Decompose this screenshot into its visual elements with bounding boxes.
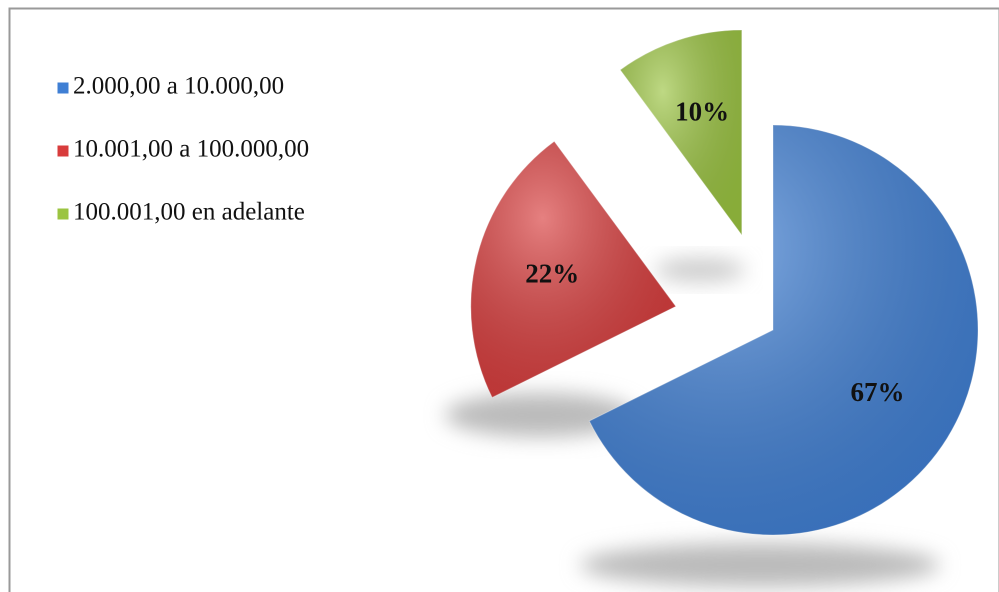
legend-text: 2.000,00 a 10.000,00 <box>73 73 284 100</box>
slice-label: 67% <box>851 377 905 407</box>
legend-swatch <box>56 207 70 221</box>
slice-shade <box>470 141 676 398</box>
slice-label: 22% <box>525 259 579 289</box>
shadow <box>580 543 940 587</box>
shadow <box>445 393 635 437</box>
legend-text: 10.001,00 a 100.000,00 <box>73 136 309 163</box>
legend-swatch <box>56 144 70 158</box>
legend-text: 100.001,00 en adelante <box>73 199 305 226</box>
slice-shade <box>589 125 978 535</box>
legend-swatch <box>56 81 70 95</box>
slice-label: 10% <box>675 96 729 126</box>
slice-shade <box>620 29 742 235</box>
shadow <box>655 258 745 282</box>
